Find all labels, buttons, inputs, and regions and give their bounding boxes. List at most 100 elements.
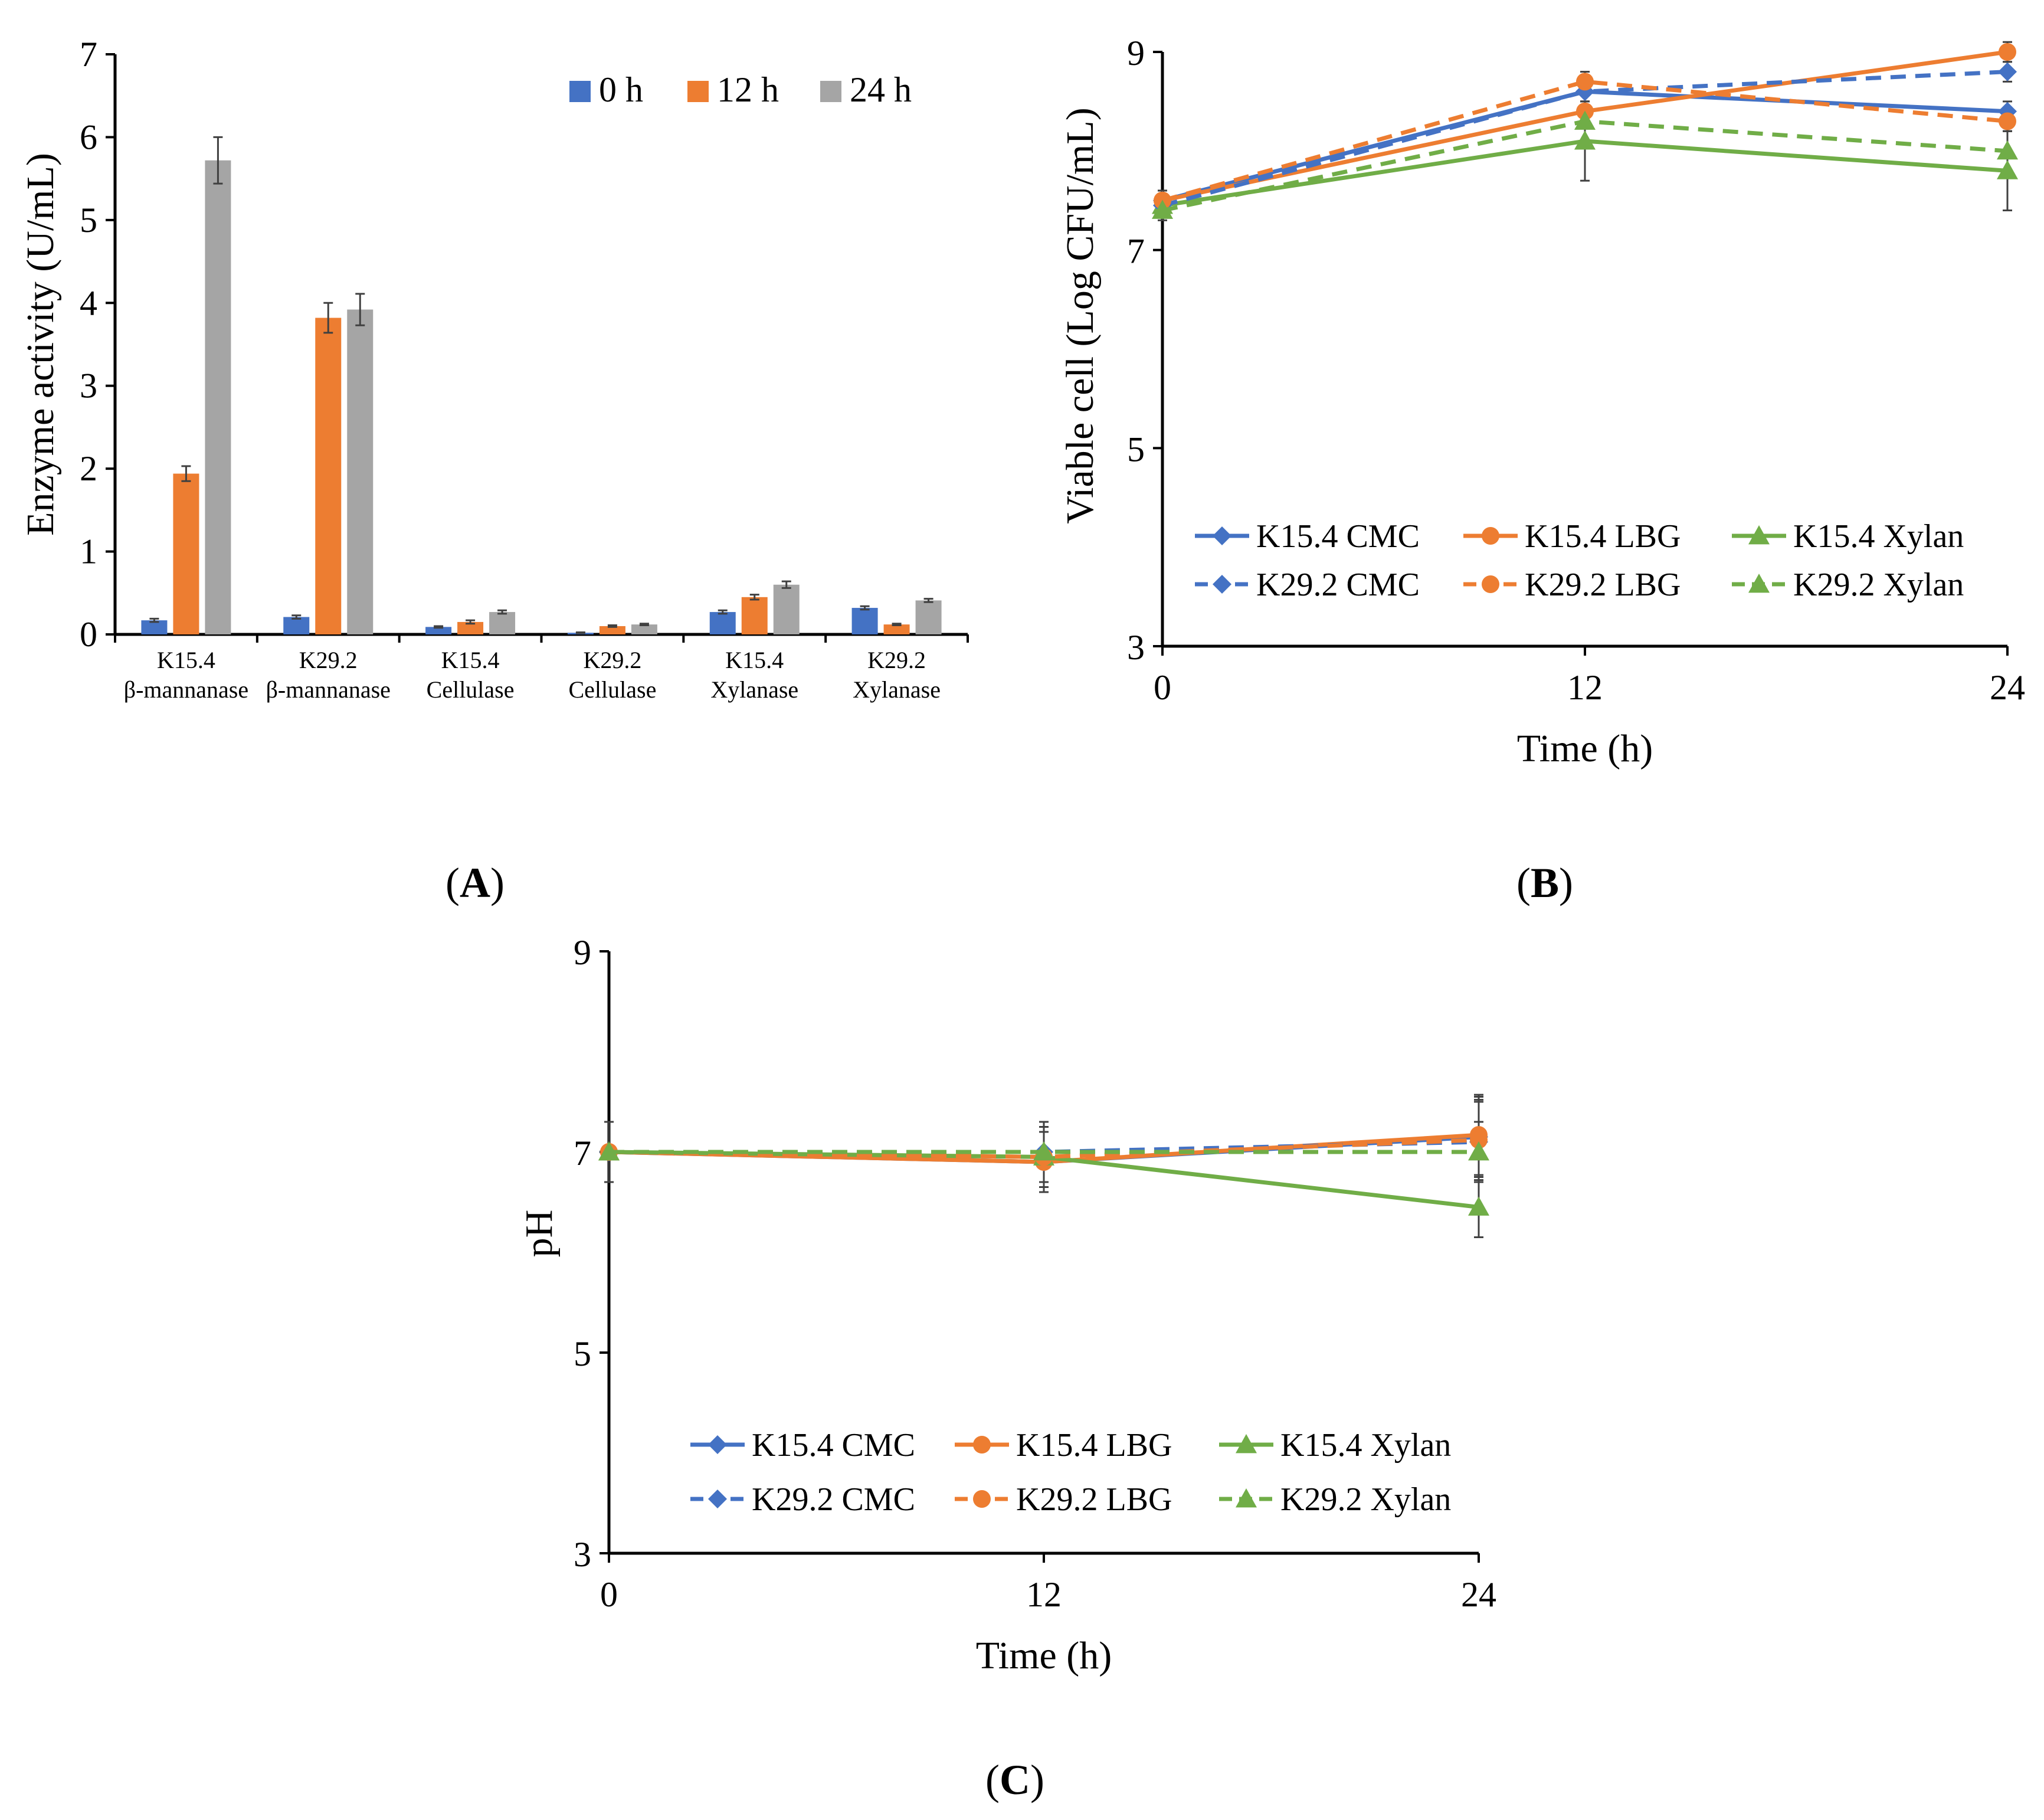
legend-label: K29.2 LBG [1016,1481,1172,1518]
y-axis-title: Viable cell (Log CFU/mL) [1059,107,1102,523]
y-tick-label: 7 [1127,232,1145,271]
bar-12-h [457,621,484,634]
bar-0-h [425,627,452,634]
bar-12-h [741,597,768,634]
category-label: K29.2 [299,647,358,673]
legend-label: K15.4 CMC [752,1427,915,1464]
y-tick-label: 3 [1127,628,1145,667]
point-k15-4-xylan [1574,130,1596,150]
legend-label: 24 h [850,70,912,109]
series-line-k29-2-cmc [1162,70,2008,208]
point-k15-4-xylan [1468,1196,1489,1216]
category-label: K29.2 [583,647,641,673]
category-label: β-mannanase [124,676,248,703]
legend-label: 0 h [599,70,643,109]
bar-24-h [347,309,374,634]
y-tick-label: 6 [80,117,97,156]
legend-marker-k15-4-lbg [1482,527,1499,545]
category-label: Xylanase [710,676,798,703]
legend-label: K15.4 LBG [1525,518,1681,555]
x-tick-label: 0 [600,1575,618,1614]
legend-marker-k29-2-xylan [1236,1488,1257,1508]
legend-marker-k15-4-xylan [1236,1434,1257,1454]
legend-label: K29.2 Xylan [1280,1481,1451,1518]
panel-label-c: (C) [985,1756,1044,1803]
point-k29-2-lbg [1999,112,2016,130]
category-label: Cellulase [568,676,656,703]
x-axis-title: Time (h) [976,1634,1112,1677]
legend-marker-k15-4-xylan [1748,525,1770,545]
bar-12-h [883,624,910,634]
point-k29-2-xylan [1033,1141,1054,1161]
bar-24-h [773,584,800,634]
y-tick-label: 3 [80,366,97,405]
point-k29-2-xylan [1468,1141,1489,1161]
y-tick-label: 9 [1127,34,1145,73]
legend-label: 12 h [717,70,779,109]
panel-b-line-chart: 3 5 7 9 0 12 24 Time (h) Viable cell (Log CFU/mL… [1059,34,2025,770]
category-label: Xylanase [853,676,941,703]
y-tick-label: 5 [80,201,97,240]
category-label: Cellulase [427,676,515,703]
x-tick-label: 12 [1026,1575,1062,1614]
legend-marker-k29-2-cmc [708,1490,727,1508]
y-axis-title: Enzyme activity (U/mL) [19,153,62,536]
legend-label: K29.2 CMC [1256,567,1420,603]
bar-24-h [489,612,516,634]
y-tick-label: 3 [574,1535,591,1574]
x-axis-title: Time (h) [1517,727,1653,770]
legend-marker-k15-4-cmc [1213,526,1231,545]
x-tick-label: 12 [1567,668,1603,707]
point-k29-2-xylan [1574,110,1596,130]
bar-24-h [205,160,231,635]
y-tick-label: 4 [80,283,97,322]
x-tick-label: 0 [1154,668,1171,707]
bar-0-h [709,612,736,634]
bar-24-h [631,624,657,634]
legend-label: K29.2 LBG [1525,567,1681,603]
category-label: β-mannanase [266,676,391,703]
panel-label-b: (B) [1516,859,1573,906]
bar-0-h [851,608,878,634]
y-tick-label: 5 [1127,430,1145,469]
y-tick-label: 7 [574,1134,591,1173]
legend-label: K29.2 CMC [752,1481,915,1518]
legend-marker-k29-2-cmc [1213,575,1231,594]
y-tick-label: 9 [574,933,591,972]
y-tick-label: 7 [80,35,97,74]
y-tick-label: 1 [80,532,97,571]
category-label: K15.4 [157,647,215,673]
legend-swatch-0-h [569,81,591,102]
point-k29-2-cmc [1998,62,2017,81]
point-k29-2-xylan [598,1141,620,1161]
point-k15-4-xylan [1997,160,2018,179]
category-label: K29.2 [867,647,926,673]
y-tick-label: 2 [80,449,97,488]
bar-12-h [599,626,625,634]
legend-label: K29.2 Xylan [1793,567,1964,603]
bar-0-h [141,620,168,634]
legend-label: K15.4 CMC [1256,518,1420,555]
point-k29-2-xylan [1997,140,2018,160]
point-k29-2-lbg [1470,1131,1488,1149]
legend-swatch-24-h [820,81,841,102]
legend-marker-k15-4-cmc [708,1435,727,1454]
bar-24-h [915,600,942,634]
legend-marker-k15-4-lbg [973,1436,991,1454]
y-tick-label: 5 [574,1334,591,1373]
x-tick-label: 24 [1461,1575,1496,1614]
series-line-k29-2-lbg [1162,79,2008,203]
panel-a-bar-chart: 0 1 2 3 4 5 6 7 K15.4 β-mannanase K29.2 β-mannanase… [19,35,969,703]
y-tick-label: 0 [80,615,97,654]
legend-marker-k29-2-lbg [1482,575,1499,593]
x-tick-label: 24 [1990,668,2025,707]
panel-label-a: (A) [446,859,505,906]
legend-label: K15.4 Xylan [1793,518,1964,555]
category-label: K15.4 [725,647,784,673]
point-k29-2-xylan [1152,199,1173,219]
category-label: K15.4 [441,647,500,673]
bar-12-h [173,473,199,634]
bar-0-h [283,617,310,634]
bar-12-h [315,317,342,634]
